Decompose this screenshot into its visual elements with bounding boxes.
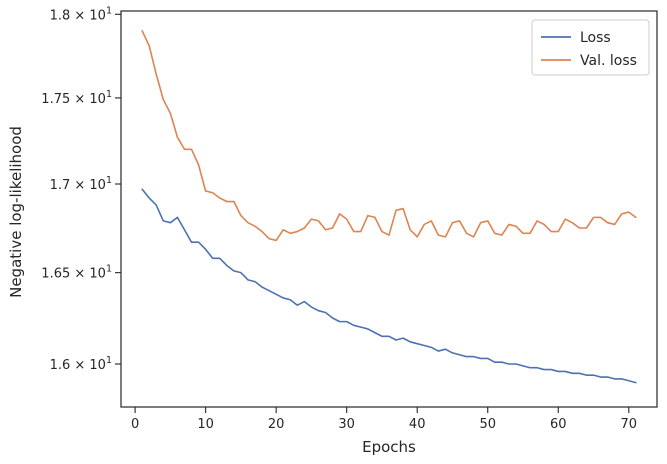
legend-items: Loss Val. loss: [541, 30, 637, 69]
legend-label-0: Loss: [580, 30, 611, 46]
x-axis-ticks: 0 10 20 30 40 50 60 70: [131, 407, 637, 432]
x-tick-label: 60: [550, 417, 567, 432]
series-lines: [141, 30, 637, 384]
x-tick-label: 70: [621, 417, 638, 432]
series-line-1: [141, 30, 637, 242]
plot-frame: [120, 10, 658, 408]
y-tick-label: 1.8 × 101: [50, 5, 112, 23]
x-tick-label: 30: [338, 417, 355, 432]
legend: Loss Val. loss: [531, 19, 650, 76]
y-axis-ticks: 1.6 × 101 1.65 × 101 1.7 × 101 1.75 × 101 1.…: [41, 5, 121, 373]
y-tick-label: 1.7 × 101: [50, 175, 112, 193]
x-axis-title: Epochs: [362, 438, 416, 456]
legend-label-1: Val. loss: [580, 53, 637, 69]
x-tick-label: 40: [409, 417, 426, 432]
x-tick-label: 50: [479, 417, 496, 432]
y-tick-label: 1.65 × 101: [41, 264, 112, 282]
series-line-0: [141, 188, 637, 384]
y-tick-label: 1.6 × 101: [50, 355, 112, 373]
y-axis-title: Negative log-likelihood: [7, 126, 25, 298]
x-tick-label: 20: [268, 417, 285, 432]
legend-box: [531, 19, 650, 76]
x-tick-label: 0: [131, 417, 139, 432]
y-tick-label: 1.75 × 101: [41, 89, 112, 107]
x-tick-label: 10: [197, 417, 214, 432]
